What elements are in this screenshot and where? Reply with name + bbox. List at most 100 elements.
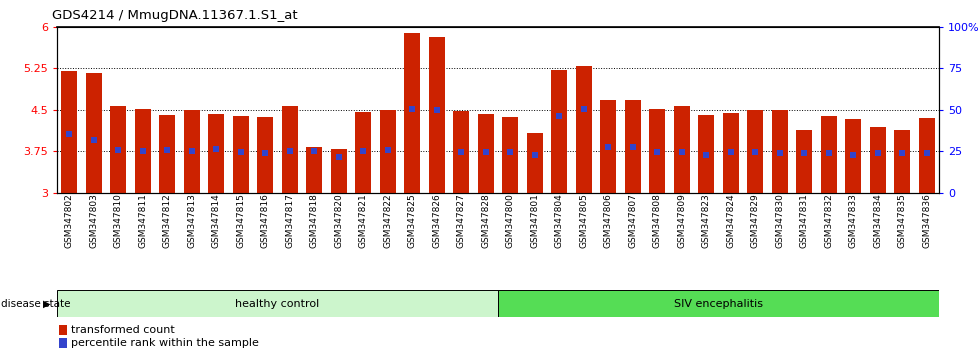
Text: GSM347808: GSM347808 — [653, 193, 662, 248]
Point — [698, 152, 713, 158]
Text: GSM347826: GSM347826 — [432, 193, 441, 248]
Text: GSM347805: GSM347805 — [579, 193, 588, 248]
Bar — [85, 73, 102, 193]
Text: GSM347834: GSM347834 — [873, 193, 882, 248]
Text: GSM347803: GSM347803 — [89, 193, 98, 248]
Point — [796, 150, 811, 156]
Bar — [820, 116, 837, 193]
Point — [894, 150, 909, 156]
Bar — [624, 100, 641, 193]
Text: GSM347810: GSM347810 — [114, 193, 122, 248]
Bar — [110, 107, 126, 193]
Text: GSM347830: GSM347830 — [775, 193, 784, 248]
Text: GSM347800: GSM347800 — [506, 193, 514, 248]
Bar — [673, 107, 690, 193]
Bar — [869, 127, 886, 193]
Text: GSM347801: GSM347801 — [530, 193, 539, 248]
Text: GSM347809: GSM347809 — [677, 193, 686, 248]
Point — [379, 147, 395, 153]
Point — [649, 150, 664, 155]
Point — [453, 149, 468, 155]
Text: GDS4214 / MmugDNA.11367.1.S1_at: GDS4214 / MmugDNA.11367.1.S1_at — [52, 9, 298, 22]
Bar — [281, 107, 298, 193]
Point — [918, 150, 934, 156]
Text: GSM347802: GSM347802 — [65, 193, 74, 248]
Bar — [59, 338, 67, 348]
Bar — [59, 325, 67, 335]
Bar — [232, 116, 249, 193]
Point — [183, 148, 200, 154]
Text: GSM347820: GSM347820 — [334, 193, 343, 248]
Point — [159, 147, 174, 153]
Bar — [57, 290, 498, 317]
Point — [527, 152, 543, 158]
Bar — [134, 109, 151, 193]
Text: GSM347811: GSM347811 — [138, 193, 147, 248]
Point — [870, 150, 886, 156]
Bar — [477, 114, 494, 193]
Point — [134, 148, 151, 154]
Text: percentile rank within the sample: percentile rank within the sample — [72, 338, 260, 348]
Bar — [747, 110, 763, 193]
Point — [772, 150, 788, 156]
Point — [625, 145, 641, 150]
Point — [722, 150, 739, 155]
Text: GSM347817: GSM347817 — [285, 193, 294, 248]
Text: GSM347812: GSM347812 — [163, 193, 172, 248]
Text: GSM347825: GSM347825 — [408, 193, 416, 248]
Text: GSM347823: GSM347823 — [702, 193, 710, 248]
Bar — [918, 118, 935, 193]
Bar — [208, 114, 224, 193]
Text: GSM347833: GSM347833 — [849, 193, 858, 248]
Text: GSM347822: GSM347822 — [383, 193, 392, 247]
Text: GSM347814: GSM347814 — [212, 193, 220, 248]
Point — [551, 114, 566, 119]
Point — [110, 147, 125, 153]
Text: transformed count: transformed count — [72, 325, 175, 335]
Bar — [526, 133, 543, 193]
Bar — [330, 149, 347, 193]
Bar — [453, 112, 469, 193]
Bar — [771, 110, 788, 193]
Text: GSM347831: GSM347831 — [800, 193, 808, 248]
Point — [306, 148, 321, 154]
Text: GSM347829: GSM347829 — [751, 193, 760, 248]
Point — [404, 106, 419, 112]
Text: GSM347816: GSM347816 — [261, 193, 270, 248]
Text: SIV encephalitis: SIV encephalitis — [674, 298, 762, 309]
Point — [282, 148, 298, 154]
Bar — [796, 130, 812, 193]
Text: GSM347824: GSM347824 — [726, 193, 735, 247]
Text: GSM347836: GSM347836 — [922, 193, 931, 248]
Text: GSM347832: GSM347832 — [824, 193, 833, 248]
Text: healthy control: healthy control — [235, 298, 319, 309]
Point — [355, 148, 370, 154]
Bar — [355, 112, 371, 193]
Bar — [845, 119, 861, 193]
Point — [428, 107, 444, 113]
Point — [478, 149, 493, 155]
Bar — [379, 110, 396, 193]
Text: GSM347806: GSM347806 — [604, 193, 612, 248]
Text: GSM347813: GSM347813 — [187, 193, 196, 248]
Bar — [404, 33, 420, 193]
Point — [330, 154, 347, 160]
Bar — [649, 109, 665, 193]
Text: GSM347821: GSM347821 — [359, 193, 368, 248]
Point — [502, 150, 517, 155]
Bar — [428, 36, 445, 193]
Text: GSM347815: GSM347815 — [236, 193, 245, 248]
Bar — [257, 117, 273, 193]
Bar — [61, 72, 77, 193]
Point — [86, 137, 101, 143]
Text: disease state: disease state — [1, 298, 71, 309]
Point — [61, 131, 76, 136]
Bar — [183, 110, 200, 193]
Text: ▶: ▶ — [43, 298, 51, 309]
Bar — [600, 100, 616, 193]
Bar — [575, 67, 592, 193]
Text: GSM347807: GSM347807 — [628, 193, 637, 248]
Point — [845, 152, 860, 158]
Point — [257, 150, 272, 156]
Text: GSM347835: GSM347835 — [898, 193, 907, 248]
